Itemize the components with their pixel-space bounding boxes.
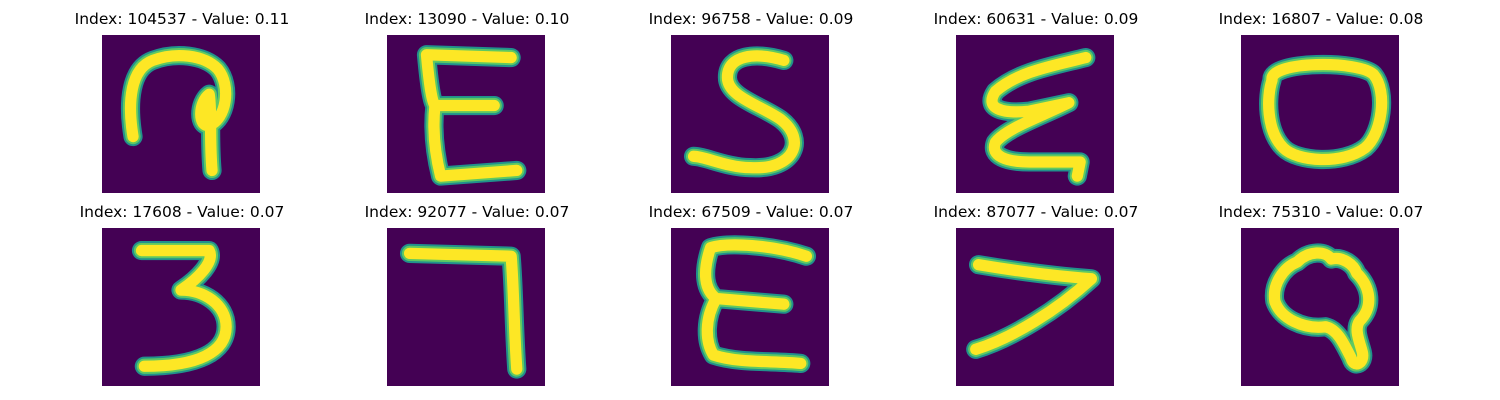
glyph-e-shape-2 [696,235,817,374]
panel-title: Index: 13090 - Value: 0.10 [364,10,570,28]
glyph-s-shape [683,46,804,178]
panel-title: Index: 67509 - Value: 0.07 [648,203,854,221]
panel-title: Index: 60631 - Value: 0.09 [933,10,1139,28]
glyph-e-shape [416,45,527,186]
glyph-zigzag-e [982,47,1096,186]
glyph-hook-loop [120,46,236,181]
glyph-stroke [1268,247,1375,370]
glyph-image [1241,228,1399,386]
glyph-stroke [986,51,1092,182]
panel-title: Index: 87077 - Value: 0.07 [933,203,1139,221]
glyph-stroke [1263,58,1388,166]
glyph-stroke [420,49,523,182]
panel-title: Index: 17608 - Value: 0.07 [79,203,285,221]
glyph-stroke [687,50,800,174]
glyph-stroke [401,245,525,377]
glyph-image [1241,35,1399,193]
glyph-seven-shape [399,243,527,379]
glyph-stroke [135,244,232,372]
glyph-image [102,228,260,386]
panel-title: Index: 104537 - Value: 0.11 [74,10,290,28]
panel-title: Index: 75310 - Value: 0.07 [1218,203,1424,221]
glyph-image [387,35,545,193]
glyph-stroke [699,239,813,370]
panel-title: Index: 96758 - Value: 0.09 [648,10,854,28]
glyph-stroke [970,259,1098,355]
glyph-stroke [124,50,232,177]
glyph-angle-shape [966,255,1102,359]
panel-title: Index: 92077 - Value: 0.07 [364,203,570,221]
glyph-image [102,35,260,193]
glyph-o-shape [1259,55,1392,170]
glyph-image [671,35,829,193]
glyph-knot-shape [1264,243,1379,374]
glyph-image [956,35,1114,193]
glyph-stroke [399,243,527,379]
panel-title: Index: 16807 - Value: 0.08 [1218,10,1424,28]
glyph-stroke [403,247,523,375]
glyph-image [387,228,545,386]
glyph-three-shape [131,240,236,376]
glyph-image [671,228,829,386]
glyph-image [956,228,1114,386]
